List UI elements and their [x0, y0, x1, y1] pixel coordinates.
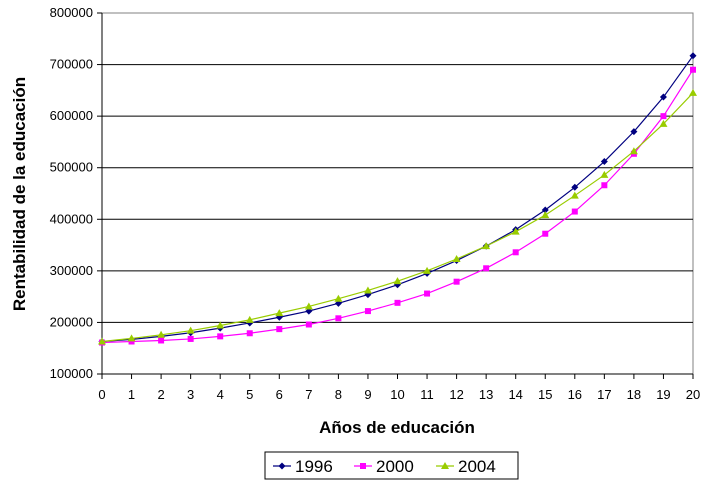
- data-point: [128, 338, 135, 345]
- series-2004: [98, 88, 697, 345]
- data-point: [276, 326, 283, 333]
- x-tick-label: 13: [479, 387, 493, 402]
- data-point: [600, 170, 609, 178]
- data-point: [186, 326, 195, 334]
- y-tick-label: 800000: [50, 5, 93, 20]
- data-point: [541, 206, 549, 214]
- legend-item-2004: 2004: [436, 457, 496, 476]
- x-tick-label: 6: [276, 387, 283, 402]
- y-tick-label: 600000: [50, 108, 93, 123]
- data-point: [217, 333, 224, 340]
- data-point: [275, 309, 284, 317]
- x-tick-label: 2: [157, 387, 164, 402]
- y-tick-label: 400000: [50, 211, 93, 226]
- x-tick-label: 10: [390, 387, 404, 402]
- data-point: [335, 315, 342, 322]
- data-point: [542, 230, 549, 237]
- data-point: [363, 286, 372, 294]
- data-point: [601, 182, 608, 189]
- x-tick-label: 16: [568, 387, 582, 402]
- x-tick-label: 18: [627, 387, 641, 402]
- data-point: [453, 278, 460, 285]
- series-group: [98, 52, 697, 346]
- x-tick-label: 11: [420, 387, 434, 402]
- legend-box: [264, 451, 519, 480]
- data-point: [364, 308, 371, 315]
- data-point: [629, 147, 638, 155]
- plot-area: [101, 12, 694, 375]
- x-tick-label: 0: [98, 387, 105, 402]
- data-point: [452, 254, 461, 262]
- y-tick-label: 100000: [50, 366, 93, 381]
- x-tick-label: 19: [656, 387, 670, 402]
- x-tick-label: 14: [508, 387, 522, 402]
- data-point: [482, 242, 491, 250]
- data-point: [600, 158, 608, 166]
- y-tick-label: 700000: [50, 57, 93, 72]
- data-point: [511, 227, 520, 235]
- x-tick-label: 1: [128, 387, 135, 402]
- data-point: [127, 334, 136, 342]
- data-point: [630, 128, 638, 136]
- data-point: [216, 321, 225, 329]
- data-point: [541, 211, 550, 219]
- data-point: [659, 119, 668, 127]
- data-point: [571, 183, 579, 191]
- data-point: [424, 290, 431, 297]
- legend-item-2000: 2000: [354, 457, 414, 476]
- y-tick-label: 500000: [50, 160, 93, 175]
- data-point: [304, 302, 313, 310]
- x-tick-label: 7: [305, 387, 312, 402]
- x-tick-label: 3: [187, 387, 194, 402]
- data-point: [246, 330, 253, 337]
- x-axis-title: Años de educación: [319, 418, 475, 437]
- series-2000: [99, 66, 696, 346]
- data-point: [245, 315, 254, 323]
- data-point: [689, 52, 697, 60]
- data-point: [660, 113, 667, 120]
- x-axis-ticks: 0 1 2 3 4 5 6 7 8 9 10 11 12 13 14 15 16 17 18 19 20: [98, 373, 700, 402]
- legend-marker: [360, 463, 366, 469]
- legend-label: 2004: [458, 457, 496, 476]
- x-tick-label: 8: [335, 387, 342, 402]
- data-point: [158, 337, 165, 344]
- data-point: [659, 93, 667, 101]
- x-tick-label: 17: [597, 387, 611, 402]
- legend-marker: [441, 462, 449, 469]
- data-point: [334, 294, 343, 302]
- data-point: [394, 299, 401, 306]
- data-point: [157, 330, 166, 338]
- data-point: [305, 321, 312, 328]
- x-tick-label: 12: [449, 387, 463, 402]
- x-tick-label: 15: [538, 387, 552, 402]
- gridlines: [102, 64, 693, 323]
- data-point: [393, 277, 402, 285]
- data-point: [512, 249, 519, 256]
- y-axis-title: Rentabilidad de la educación: [10, 77, 29, 311]
- y-axis-ticks: 100000 200000 300000 400000 500000 600000 7000…: [50, 5, 103, 381]
- data-point: [98, 337, 106, 345]
- y-tick-label: 200000: [50, 314, 93, 329]
- legend-marker: [278, 462, 286, 470]
- x-tick-label: 20: [686, 387, 700, 402]
- y-tick-label: 300000: [50, 263, 93, 278]
- x-tick-label: 4: [217, 387, 224, 402]
- x-tick-label: 5: [246, 387, 253, 402]
- data-point: [187, 335, 194, 342]
- data-point: [483, 265, 490, 272]
- legend-label: 2000: [376, 457, 414, 476]
- data-point: [690, 66, 696, 73]
- data-point: [570, 191, 579, 199]
- data-point: [689, 88, 697, 96]
- legend-item-1996: 1996: [273, 457, 333, 476]
- data-point: [423, 266, 432, 274]
- data-point: [571, 208, 578, 215]
- legend: 1996 2000 2004: [273, 457, 496, 476]
- x-tick-label: 9: [364, 387, 371, 402]
- legend-label: 1996: [295, 457, 333, 476]
